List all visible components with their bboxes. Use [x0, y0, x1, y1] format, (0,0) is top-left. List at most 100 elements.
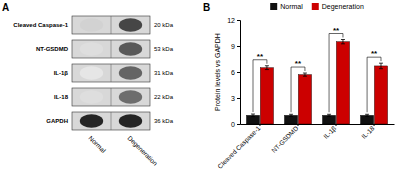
x-tick-label: NT-GSDMD [270, 124, 300, 154]
error-line [342, 40, 343, 44]
bar-panel: B ******** 0 3 6 9 12 Protein levels vs GAPDH Cl… [203, 2, 395, 171]
lane-divider [111, 64, 112, 82]
blot-border [72, 88, 150, 106]
error-bar [327, 114, 331, 116]
bar [322, 115, 335, 124]
protein-label: Cleaved Caspase-1 [13, 22, 68, 28]
blot-row: IL-18 22 kDa [54, 88, 174, 106]
panel-label: B [203, 2, 210, 13]
error-cap [379, 68, 383, 69]
blot-border [72, 64, 150, 82]
y-tick-label: 12 [227, 17, 235, 24]
protein-label: IL-1β [54, 70, 69, 76]
blot-row: Cleaved Caspase-1 20 kDa [13, 16, 173, 34]
y-tick-mark [237, 124, 240, 125]
error-cap [341, 43, 345, 44]
protein-label: IL-18 [54, 94, 69, 100]
y-tick: 3 [231, 95, 240, 102]
error-cap [327, 114, 331, 115]
kda-label: 22 kDa [154, 94, 174, 100]
lane-label: Degeneration [126, 134, 160, 168]
blot-background [72, 16, 150, 34]
error-bar [365, 114, 369, 116]
significance-label: ** [333, 26, 340, 35]
lane-divider [111, 112, 112, 130]
blot-background [72, 88, 150, 106]
error-cap [341, 39, 345, 40]
bar [284, 115, 297, 124]
protein-label: GAPDH [46, 118, 68, 124]
blot-band [119, 18, 142, 32]
error-cap [365, 114, 369, 115]
error-cap [251, 114, 255, 115]
y-tick-label: 0 [231, 121, 235, 128]
y-tick-mark [237, 98, 240, 99]
error-bar [303, 73, 307, 76]
x-tick-label: IL-18 [360, 124, 376, 140]
legend-label: Normal [280, 3, 303, 10]
error-line [304, 73, 305, 76]
error-line [380, 63, 381, 69]
significance-bracket [367, 57, 381, 112]
legend-swatch [312, 3, 319, 10]
kda-label: 20 kDa [154, 22, 174, 28]
bar [374, 66, 387, 124]
error-bar [341, 40, 345, 44]
significance-bracket [291, 67, 305, 112]
x-tick: IL-18 [360, 124, 376, 140]
x-tick-label: Cleaved Caspase-1 [216, 124, 262, 170]
panel-label: A [2, 2, 9, 13]
blot-border [72, 112, 150, 130]
bar [298, 75, 311, 124]
blot-background [72, 64, 150, 82]
blot-band [80, 90, 103, 104]
blot-band [119, 66, 142, 80]
y-tick: 12 [227, 17, 240, 24]
y-tick-label: 6 [231, 69, 235, 76]
error-bar [379, 63, 383, 69]
error-cap [365, 116, 369, 117]
kda-label: 31 kDa [154, 70, 174, 76]
legend-item: Normal [270, 3, 303, 10]
y-tick-mark [237, 20, 240, 21]
error-cap [251, 116, 255, 117]
x-tick: Cleaved Caspase-1 [216, 124, 262, 171]
x-tick-label: IL-1β [322, 124, 338, 140]
blot-row: GAPDH 36 kDa [46, 112, 173, 130]
blot-band [119, 90, 142, 104]
x-tick-mark [374, 124, 375, 126]
kda-label: 36 kDa [154, 118, 174, 124]
annotations: ******** [253, 26, 381, 113]
y-tick-mark [237, 46, 240, 47]
protein-label: NT-GSDMD [36, 46, 69, 52]
chart: A Cleaved Caspase-1 20 kDa NT-GSDMD 53 kDa IL… [0, 0, 400, 177]
error-bar [289, 114, 293, 116]
lane-divider [111, 16, 112, 34]
x-tick-mark [259, 124, 260, 126]
blot-row: IL-1β 31 kDa [54, 64, 174, 82]
y-axis-title: Protein levels vs GAPDH [214, 33, 221, 111]
blot-row: NT-GSDMD 53 kDa [36, 40, 174, 58]
error-cap [303, 73, 307, 74]
blot-band [119, 114, 142, 128]
y-axis-line [237, 21, 241, 125]
significance-bracket [253, 60, 267, 112]
y-tick: 9 [231, 43, 240, 50]
blot-band [80, 42, 103, 56]
blot-band [80, 114, 103, 128]
lane-label: Normal [87, 134, 107, 154]
y-tick: 6 [231, 69, 240, 76]
blot-band [119, 42, 142, 56]
kda-label: 53 kDa [154, 46, 174, 52]
bar [246, 115, 259, 124]
error-cap [265, 69, 269, 70]
blot-border [72, 40, 150, 58]
legend-item: Degeneration [312, 3, 364, 11]
error-cap [289, 116, 293, 117]
error-cap [379, 63, 383, 64]
legend: Normal Degeneration [270, 3, 364, 11]
significance-bracket [329, 34, 343, 113]
blot-background [72, 40, 150, 58]
error-cap [265, 65, 269, 66]
bar [336, 42, 349, 124]
